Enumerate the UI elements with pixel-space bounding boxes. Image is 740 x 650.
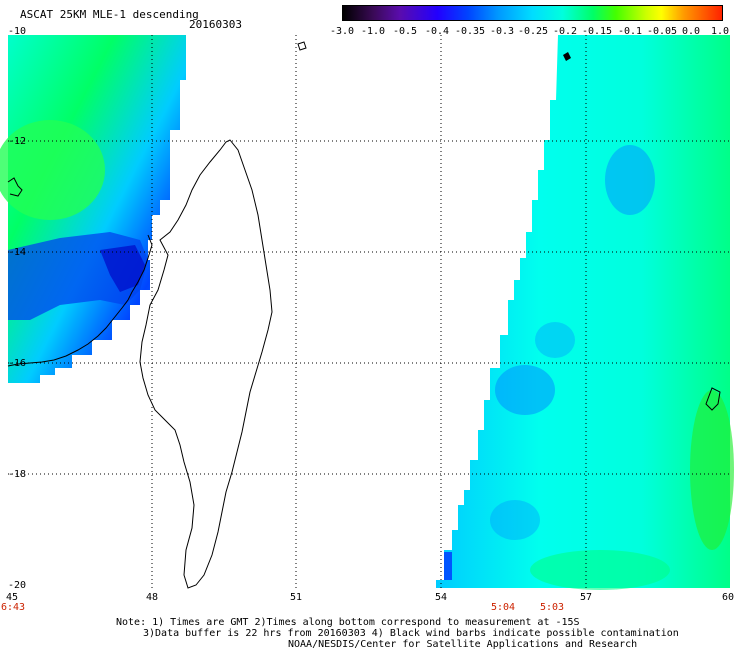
map-date: 20160303 — [189, 18, 242, 31]
swath-blue-patch — [605, 145, 655, 215]
lon-label: 54 — [435, 592, 448, 603]
colorbar-label: 1.0 — [710, 26, 730, 37]
footnote-line: 3)Data buffer is 22 hrs from 20160303 4)… — [143, 628, 679, 639]
swath-blue-patch — [535, 322, 575, 358]
colorbar-label: -0.3 — [489, 26, 515, 37]
lon-label: 60 — [722, 592, 735, 603]
colorbar-label: -0.15 — [581, 26, 613, 37]
lon-label: 45 — [6, 592, 19, 603]
island-outline — [705, 387, 721, 411]
lat-label: -12 — [8, 136, 27, 147]
colorbar-label: -3.0 — [329, 26, 355, 37]
colorbar-label: -0.1 — [617, 26, 643, 37]
colorbar-label: -0.05 — [646, 26, 678, 37]
lon-label: 51 — [290, 592, 303, 603]
colorbar-label: -1.0 — [360, 26, 386, 37]
footnote-line: NOAA/NESDIS/Center for Satellite Applica… — [288, 639, 638, 650]
lat-label: -10 — [8, 26, 27, 37]
lon-label: 48 — [146, 592, 159, 603]
swath-green-region — [530, 550, 670, 590]
swath-blue-patch — [490, 500, 540, 540]
map-title: ASCAT 25KM MLE-1 descending — [20, 8, 199, 21]
lon-label: 57 — [580, 592, 593, 603]
map-grid — [8, 35, 730, 588]
island-outline — [563, 52, 571, 61]
footnote-line: Note: 1) Times are GMT 2)Times along bot… — [116, 617, 580, 628]
swath-green-region — [690, 390, 734, 550]
time-label: 6:43 — [1, 602, 26, 613]
time-label: 5:03 — [540, 602, 565, 613]
colorbar-label: -0.25 — [517, 26, 549, 37]
color-scale-bar — [342, 5, 723, 21]
swath-edge-blue — [444, 552, 452, 580]
lat-label: -18 — [8, 469, 27, 480]
colorbar-label: -0.35 — [454, 26, 486, 37]
swath-deep-band — [100, 245, 145, 292]
island-outline — [297, 41, 307, 51]
lat-label: -14 — [8, 247, 27, 258]
colorbar-label: -0.4 — [424, 26, 450, 37]
colorbar-label: 0.0 — [681, 26, 701, 37]
lat-label: -20 — [8, 580, 27, 591]
swath-blue-patch — [495, 365, 555, 415]
colorbar-label: -0.5 — [392, 26, 418, 37]
right-swath — [436, 35, 730, 588]
madagascar-coastline — [139, 139, 273, 589]
africa-coastline — [7, 177, 153, 367]
colorbar-label: -0.2 — [552, 26, 578, 37]
lat-label: -16 — [8, 358, 27, 369]
time-label: 5:04 — [491, 602, 516, 613]
swath-green-region — [0, 120, 105, 220]
